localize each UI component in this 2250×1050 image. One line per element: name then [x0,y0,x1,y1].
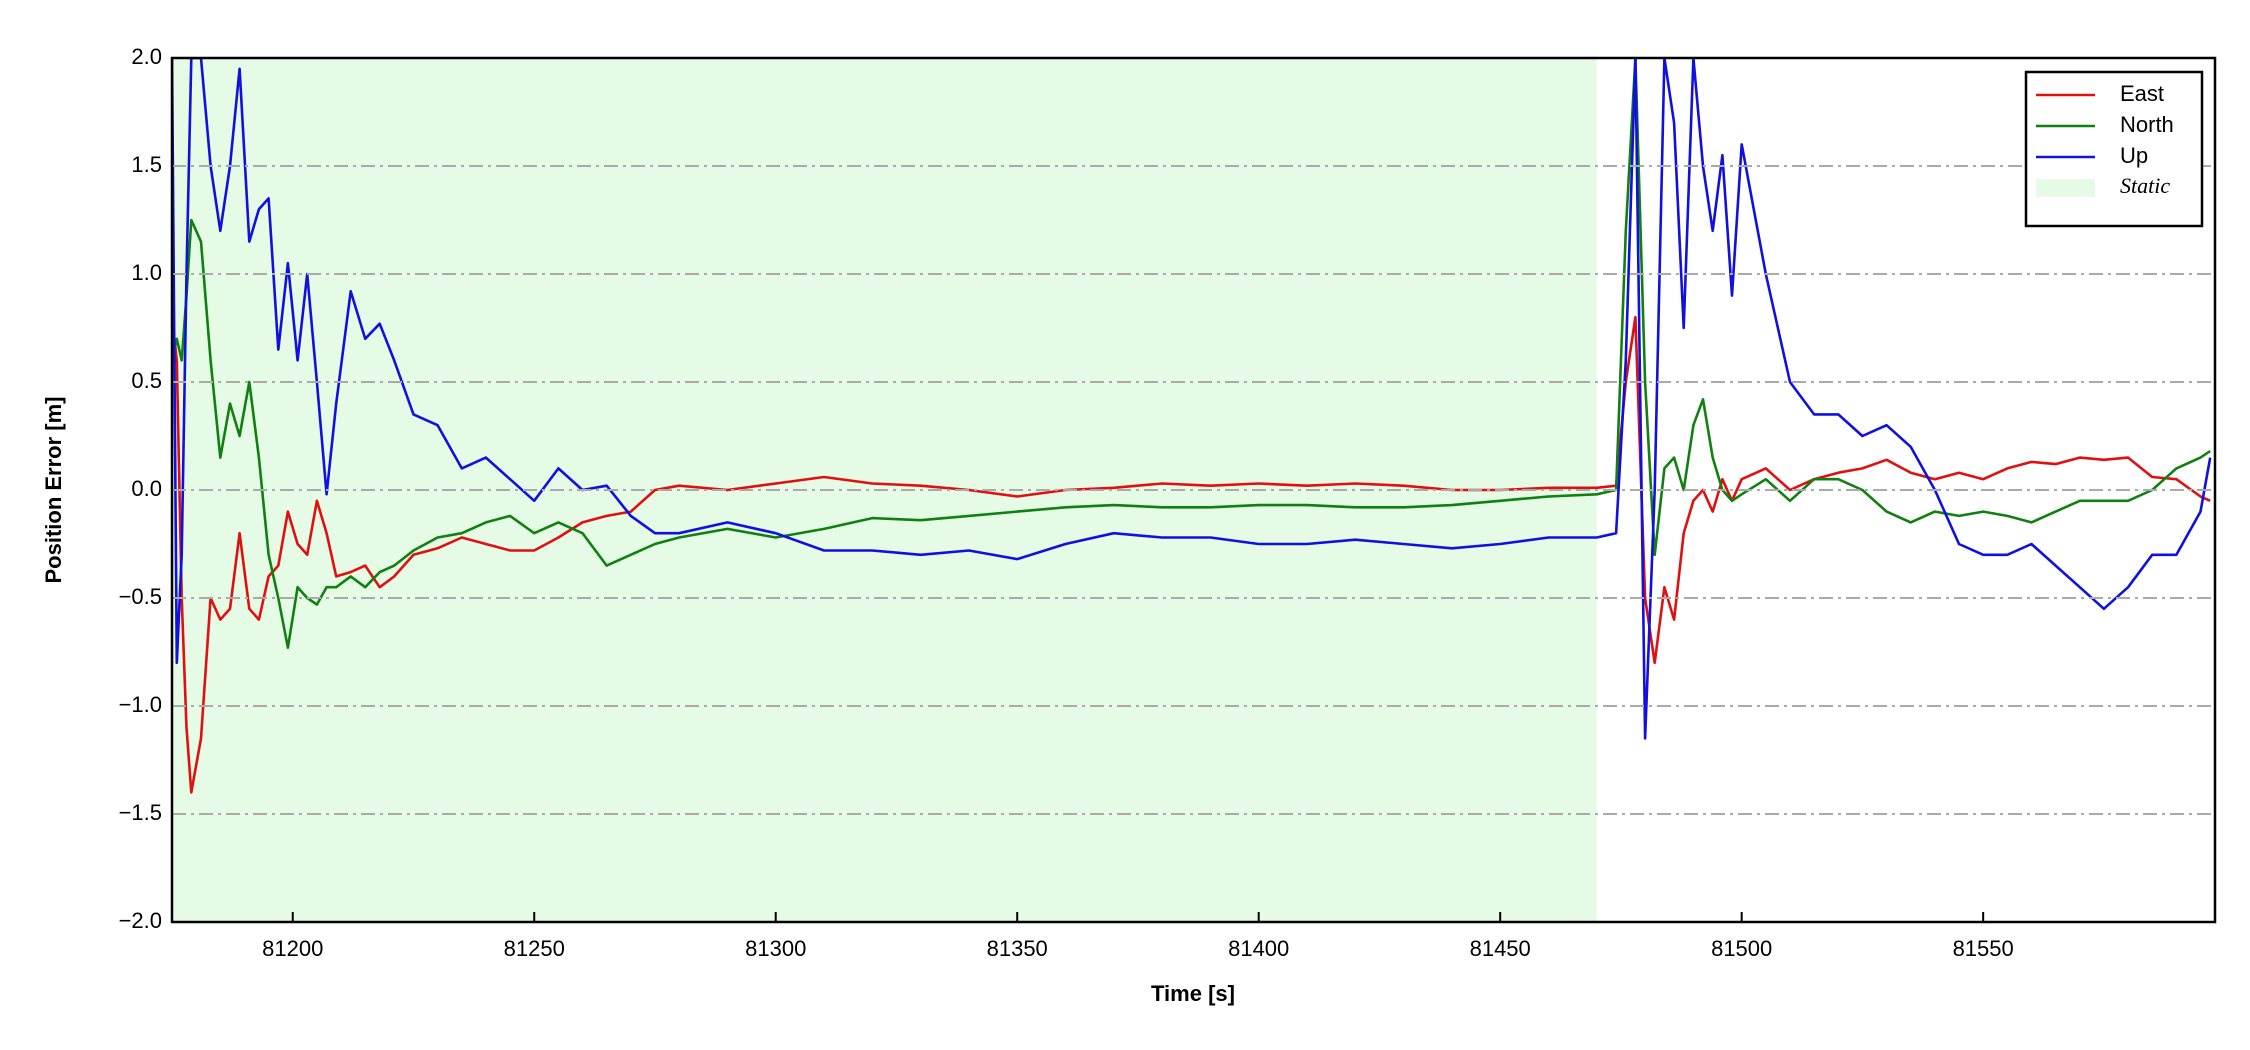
x-axis-label: Time [s] [1151,981,1235,1006]
legend-label: Up [2120,143,2148,168]
x-tick-label: 81350 [987,936,1048,961]
x-tick-label: 81550 [1953,936,2014,961]
legend-box [2024,70,2204,228]
x-tick-label: 81250 [504,936,565,961]
legend: East North Up Static [2024,70,2204,228]
legend-label: East [2120,81,2164,106]
y-tick-label: 2.0 [131,44,162,69]
legend-label: Static [2120,173,2170,198]
y-tick-label: 0.0 [131,476,162,501]
line-series [172,58,2212,740]
y-tick-label: 0.5 [131,368,162,393]
y-tick-label: −1.0 [119,692,162,717]
x-tick-label: 81500 [1711,936,1772,961]
line-series [172,315,2211,794]
line-series [172,58,2211,649]
legend-label: North [2120,112,2174,137]
y-tick-label: −2.0 [119,908,162,933]
plot-frame [170,56,2217,924]
x-tick-label: 81200 [262,936,323,961]
y-tick-label: −0.5 [119,584,162,609]
legend-swatch [2036,179,2095,197]
x-tick-label: 81300 [745,936,806,961]
y-tick-label: −1.5 [119,800,162,825]
y-axis-label: Position Error [m] [41,396,66,583]
y-tick-label: 1.0 [131,260,162,285]
y-tick-label: 1.5 [131,152,162,177]
x-tick-label: 81400 [1228,936,1289,961]
x-tick-label: 81450 [1470,936,1531,961]
